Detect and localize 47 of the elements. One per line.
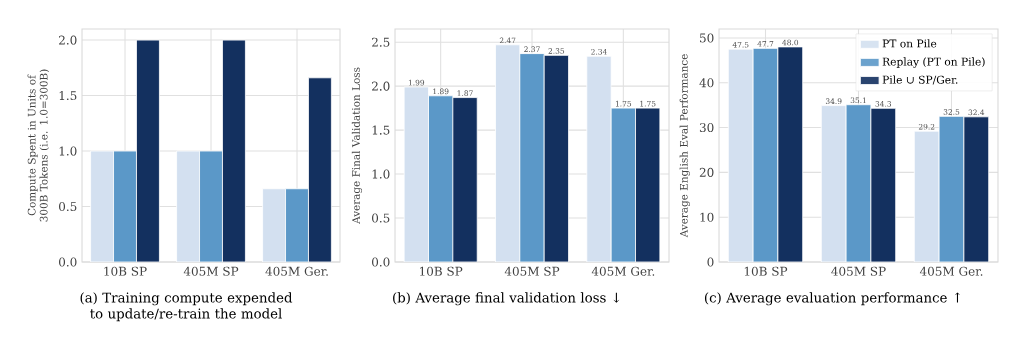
bar [821, 105, 847, 262]
x-tick-label: 405M Ger. [265, 266, 328, 276]
text: (a) Training compute expended to update/re-train the model [80, 292, 293, 322]
y-tick-label: 50 [700, 33, 714, 43]
x-tick-label: 405M SP [183, 266, 239, 276]
y-tick-label: 1.0 [59, 146, 77, 156]
bar [519, 53, 545, 262]
y-tick-label: 20 [699, 167, 714, 177]
x-tick-label: 405M Ger. [919, 266, 983, 276]
y-tick-label: 2.5 [372, 37, 390, 47]
y-axis-title: Compute Spent in Units of 300B Tokens (i.e. 1.0=300B) [27, 69, 50, 222]
x-tick-label: 10B SP [104, 266, 147, 276]
bar [963, 116, 990, 262]
bar [846, 104, 871, 262]
y-tick-label: 0.0 [59, 257, 77, 267]
y-axis-title: Average English Eval Performance [679, 54, 690, 238]
text: (b) Average final validation loss ↓ [393, 292, 620, 306]
y-axis-title: Average Final Validation Loss [351, 67, 363, 224]
y-tick-label: 0.5 [59, 201, 77, 212]
y-tick-label: 40 [699, 78, 714, 88]
y-tick-label: 1.5 [372, 125, 390, 135]
bar [938, 115, 965, 262]
y-tick-label: 1.5 [59, 91, 77, 101]
x-tick-label: 405M SP [504, 266, 560, 276]
y-tick-label: 1.0 [372, 169, 390, 179]
x-tick-label: 405M SP [831, 266, 886, 276]
x-tick-label: 10B SP [420, 266, 463, 276]
x-tick-label: 10B SP [744, 266, 788, 276]
bar [728, 49, 754, 262]
y-tick-label: 30 [699, 123, 714, 133]
y-tick-label: 0.5 [372, 213, 390, 223]
text: (c) Average evaluation performance ↑ [704, 292, 961, 306]
y-tick-label: 2.0 [59, 35, 77, 45]
bar [753, 48, 778, 262]
legend-label: Replay (PT on Pile) [882, 57, 985, 68]
y-tick-label: 0 [707, 257, 714, 267]
bar [428, 95, 454, 262]
y-tick-label: 10 [700, 212, 714, 222]
y-tick-label: 0.0 [372, 257, 390, 267]
bar [610, 107, 636, 262]
legend-label: Pile ∪ SP/Ger. [882, 75, 958, 85]
bar [913, 130, 940, 262]
bar [870, 108, 896, 262]
bar [777, 46, 803, 262]
x-tick-label: 405M Ger. [591, 266, 655, 276]
legend-label: PT on Pile [882, 39, 937, 48]
y-tick-label: 2.0 [372, 81, 390, 91]
